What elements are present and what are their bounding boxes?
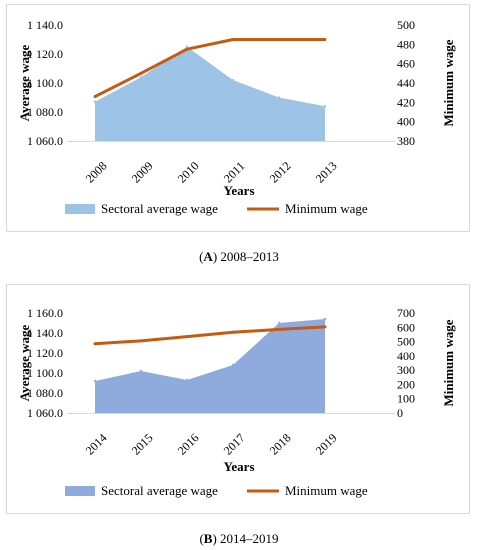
chart-a-line-point (185, 47, 189, 51)
chart-b-line-point (277, 327, 281, 331)
chart-a-line-point (323, 38, 327, 41)
chart-b-x-axis-title: Years (223, 459, 254, 474)
caption-a: (A) 2008–2013 (199, 249, 279, 264)
chart-a-ytick-label: 1 120.0 (27, 47, 63, 61)
chart-b-y2tick-label: 600 (397, 320, 415, 334)
chart-a-xtick-label: 2008 (83, 159, 110, 186)
chart-a-y2tick-label: 460 (397, 57, 415, 71)
chart-a-y2-axis-title: Minimum wage (441, 39, 456, 126)
chart-b-xtick-label: 2019 (313, 431, 340, 458)
chart-b-area-point (93, 379, 97, 383)
chart-a-xtick-label: 2013 (313, 159, 340, 186)
caption-b: (B) 2014–2019 (199, 531, 279, 546)
chart-a-area-point (185, 45, 189, 48)
chart-b-xtick-label: 2018 (267, 431, 294, 458)
chart-b-area-point (323, 317, 327, 321)
chart-a-area-point (277, 96, 281, 99)
chart-b-ytick-label: 1 060.0 (27, 406, 63, 420)
chart-b-y2tick-label: 700 (397, 306, 415, 320)
chart-a-area-point (323, 105, 327, 108)
chart-b-y2-axis-title: Minimum wage (441, 319, 456, 406)
chart-a-ytick-label: 1 080.0 (27, 105, 63, 119)
chart-b-y2tick-label: 500 (397, 335, 415, 349)
chart-a-line-point (231, 38, 235, 41)
chart-b-ytick-label: 1 120.0 (27, 346, 63, 360)
chart-a-x-axis-title: Years (223, 183, 254, 198)
chart-b-ytick-label: 1 100.0 (27, 366, 63, 380)
chart-b-line-point (139, 339, 143, 343)
chart-a-y2tick-label: 420 (397, 95, 415, 109)
caption-b-letter: B (203, 531, 213, 546)
chart-b-ytick-label: 1 080.0 (27, 386, 63, 400)
chart-b-xtick-label: 2015 (129, 431, 156, 458)
chart-a-area-point (139, 76, 143, 79)
chart-panel-a: 1 060.0 1 080.0 1 100.0 1 120.0 1 140.0 380 40… (6, 4, 470, 232)
chart-b-y2tick-label: 200 (397, 377, 415, 391)
chart-b-area-point (277, 321, 281, 325)
chart-b-area-point (139, 369, 143, 373)
chart-b-legend-swatch-area (65, 486, 95, 496)
chart-b-ytick-label: 1 140.0 (27, 326, 63, 340)
chart-a-y-axis-title: Average wage (17, 44, 32, 121)
chart-a-area-point (93, 100, 97, 104)
chart-b-legend-label-line: Minimum wage (285, 483, 368, 498)
chart-b-legend-label-area: Sectoral average wage (101, 483, 218, 498)
chart-a-line-point (277, 38, 281, 41)
chart-a-area-point (231, 78, 235, 82)
chart-a-y2tick-label: 440 (397, 76, 415, 90)
chart-a-xtick-label: 2011 (221, 159, 248, 186)
chart-b-line-point (231, 330, 235, 334)
chart-a-legend-label-line: Minimum wage (285, 201, 368, 216)
caption-a-text: ) 2008–2013 (212, 249, 279, 264)
chart-b-y2tick-label: 0 (397, 406, 403, 420)
chart-b-xtick-label: 2016 (175, 431, 202, 458)
chart-b-line-point (323, 325, 327, 329)
chart-b-xtick-label: 2017 (221, 431, 248, 458)
chart-b-area-sectoral-average-wage (95, 319, 325, 413)
caption-b-text: ) 2014–2019 (212, 531, 279, 546)
chart-a-y2tick-label: 380 (397, 134, 415, 148)
chart-a-ytick-label: 1 100.0 (27, 76, 63, 90)
chart-a-xtick-label: 2010 (175, 159, 202, 186)
chart-b-xtick-label: 2014 (83, 431, 110, 458)
chart-b-y2tick-label: 400 (397, 349, 415, 363)
chart-a-line-point (139, 71, 143, 75)
chart-a-y2tick-label: 500 (397, 18, 415, 32)
chart-b-area-point (231, 363, 235, 367)
chart-b-ytick-label: 1 160.0 (27, 306, 63, 320)
chart-a-xtick-label: 2009 (129, 159, 156, 186)
chart-b-y2tick-label: 100 (397, 392, 415, 406)
chart-b-y-axis-title: Average wage (17, 324, 32, 401)
chart-b-svg: 1 060.0 1 080.0 1 100.0 1 120.0 1 140.0 1 160… (17, 306, 456, 498)
caption-a-letter: A (203, 249, 213, 264)
chart-a-xtick-label: 2012 (267, 159, 294, 186)
chart-a-line-point (93, 95, 97, 99)
chart-a-line-minimum-wage (94, 38, 325, 98)
chart-b-line-point (185, 335, 189, 339)
chart-a-y2tick-label: 400 (397, 115, 415, 129)
chart-a-area-sectoral-average-wage (95, 46, 325, 141)
chart-a-y2tick-label: 480 (397, 37, 415, 51)
chart-a-ytick-label: 1 140.0 (27, 18, 63, 32)
chart-b-line-point (93, 342, 97, 346)
chart-a-svg: 1 060.0 1 080.0 1 100.0 1 120.0 1 140.0 380 40… (17, 18, 456, 216)
chart-panel-b: 1 060.0 1 080.0 1 100.0 1 120.0 1 140.0 1 160… (6, 284, 470, 514)
chart-b-y2tick-label: 300 (397, 363, 415, 377)
chart-b-line-minimum-wage (94, 325, 326, 346)
chart-a-legend-label-area: Sectoral average wage (101, 201, 218, 216)
chart-b-area-point (185, 378, 189, 382)
chart-a-legend-swatch-area (65, 204, 95, 214)
chart-a-ytick-label: 1 060.0 (27, 134, 63, 148)
